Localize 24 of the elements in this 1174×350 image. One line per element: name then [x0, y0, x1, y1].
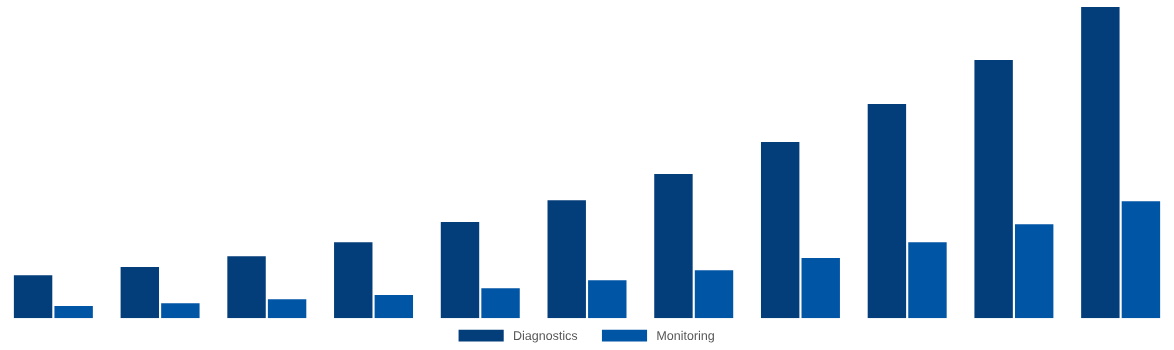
bar	[267, 299, 307, 319]
bar	[161, 303, 200, 319]
bar	[481, 288, 520, 319]
bar	[1014, 224, 1054, 319]
bar	[1121, 201, 1161, 319]
legend-label: Monitoring	[657, 330, 714, 343]
bar	[654, 174, 693, 319]
bar	[974, 59, 1013, 319]
bar	[54, 306, 93, 319]
legend-label: Diagnostics	[514, 330, 578, 343]
bar	[908, 242, 947, 319]
bar	[760, 142, 800, 319]
bar	[547, 200, 586, 319]
bar	[867, 104, 907, 319]
bar	[334, 242, 373, 319]
bar	[227, 256, 266, 319]
bar	[440, 222, 480, 319]
bar	[801, 258, 840, 319]
bar	[13, 275, 53, 319]
bar	[1081, 7, 1120, 319]
bar	[588, 280, 627, 319]
bar	[374, 295, 414, 319]
bar	[120, 267, 160, 319]
bar	[694, 270, 734, 319]
